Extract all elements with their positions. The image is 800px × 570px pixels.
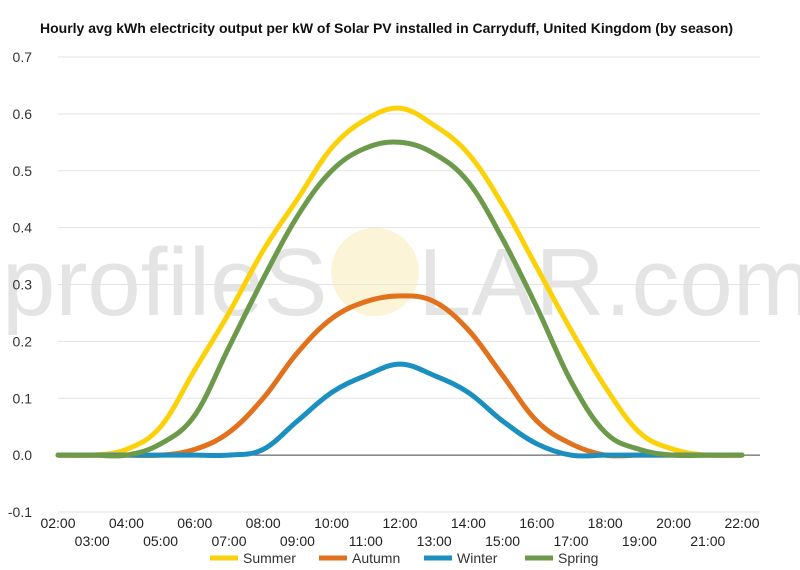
legend-item-autumn: Autumn (319, 550, 400, 566)
watermark-left-text: profileS (2, 229, 328, 336)
legend-label: Spring (558, 550, 598, 566)
x-tick-label: 09:00 (280, 533, 315, 549)
x-tick-label: 07:00 (211, 533, 246, 549)
x-tick-label: 06:00 (177, 515, 212, 531)
x-tick-label: 18:00 (588, 515, 623, 531)
y-tick-label: -0.1 (8, 504, 32, 520)
y-axis: -0.1 0.0 0.1 0.2 0.3 0.4 0.5 0.6 0.7 (8, 49, 32, 520)
x-tick-label: 04:00 (109, 515, 144, 531)
x-tick-label: 12:00 (382, 515, 417, 531)
x-tick-label: 03:00 (75, 533, 110, 549)
y-tick-label: 0.4 (13, 220, 33, 236)
legend-item-summer: Summer (210, 550, 296, 566)
legend-item-winter: Winter (424, 550, 498, 566)
grid (58, 56, 760, 513)
series-lines (55, 105, 745, 459)
x-tick-label: 16:00 (519, 515, 554, 531)
series-line-spring (55, 139, 745, 459)
y-tick-label: 0.7 (13, 49, 33, 65)
x-tick-label: 19:00 (622, 533, 657, 549)
x-tick-label: 05:00 (143, 533, 178, 549)
y-tick-label: 0.0 (13, 447, 33, 463)
x-tick-label: 21:00 (690, 533, 725, 549)
y-tick-label: 0.6 (13, 106, 33, 122)
watermark-sun-icon (331, 228, 419, 316)
x-tick-label: 02:00 (40, 515, 75, 531)
y-tick-label: 0.3 (13, 277, 33, 293)
x-tick-label: 15:00 (485, 533, 520, 549)
legend-item-spring: Spring (525, 550, 598, 566)
x-tick-label: 17:00 (553, 533, 588, 549)
x-tick-label: 11:00 (349, 533, 383, 549)
series-line-summer (55, 105, 745, 459)
chart-title: Hourly avg kWh electricity output per kW… (40, 20, 733, 36)
watermark-right-text: LAR.com (418, 229, 800, 336)
x-tick-label: 08:00 (246, 515, 281, 531)
legend-label: Summer (243, 550, 296, 566)
legend: Summer Autumn Winter Spring (210, 550, 598, 566)
legend-label: Autumn (352, 550, 400, 566)
x-tick-label: 22:00 (724, 515, 759, 531)
y-tick-label: 0.2 (13, 333, 33, 349)
x-tick-label: 14:00 (451, 515, 486, 531)
y-tick-label: 0.5 (13, 163, 33, 179)
series-line-winter (55, 361, 745, 459)
x-tick-label: 20:00 (656, 515, 691, 531)
legend-label: Winter (457, 550, 498, 566)
x-tick-label: 10:00 (314, 515, 349, 531)
y-tick-label: 0.1 (13, 390, 33, 406)
x-tick-label: 13:00 (417, 533, 452, 549)
watermark: profileS LAR.com (2, 228, 800, 336)
